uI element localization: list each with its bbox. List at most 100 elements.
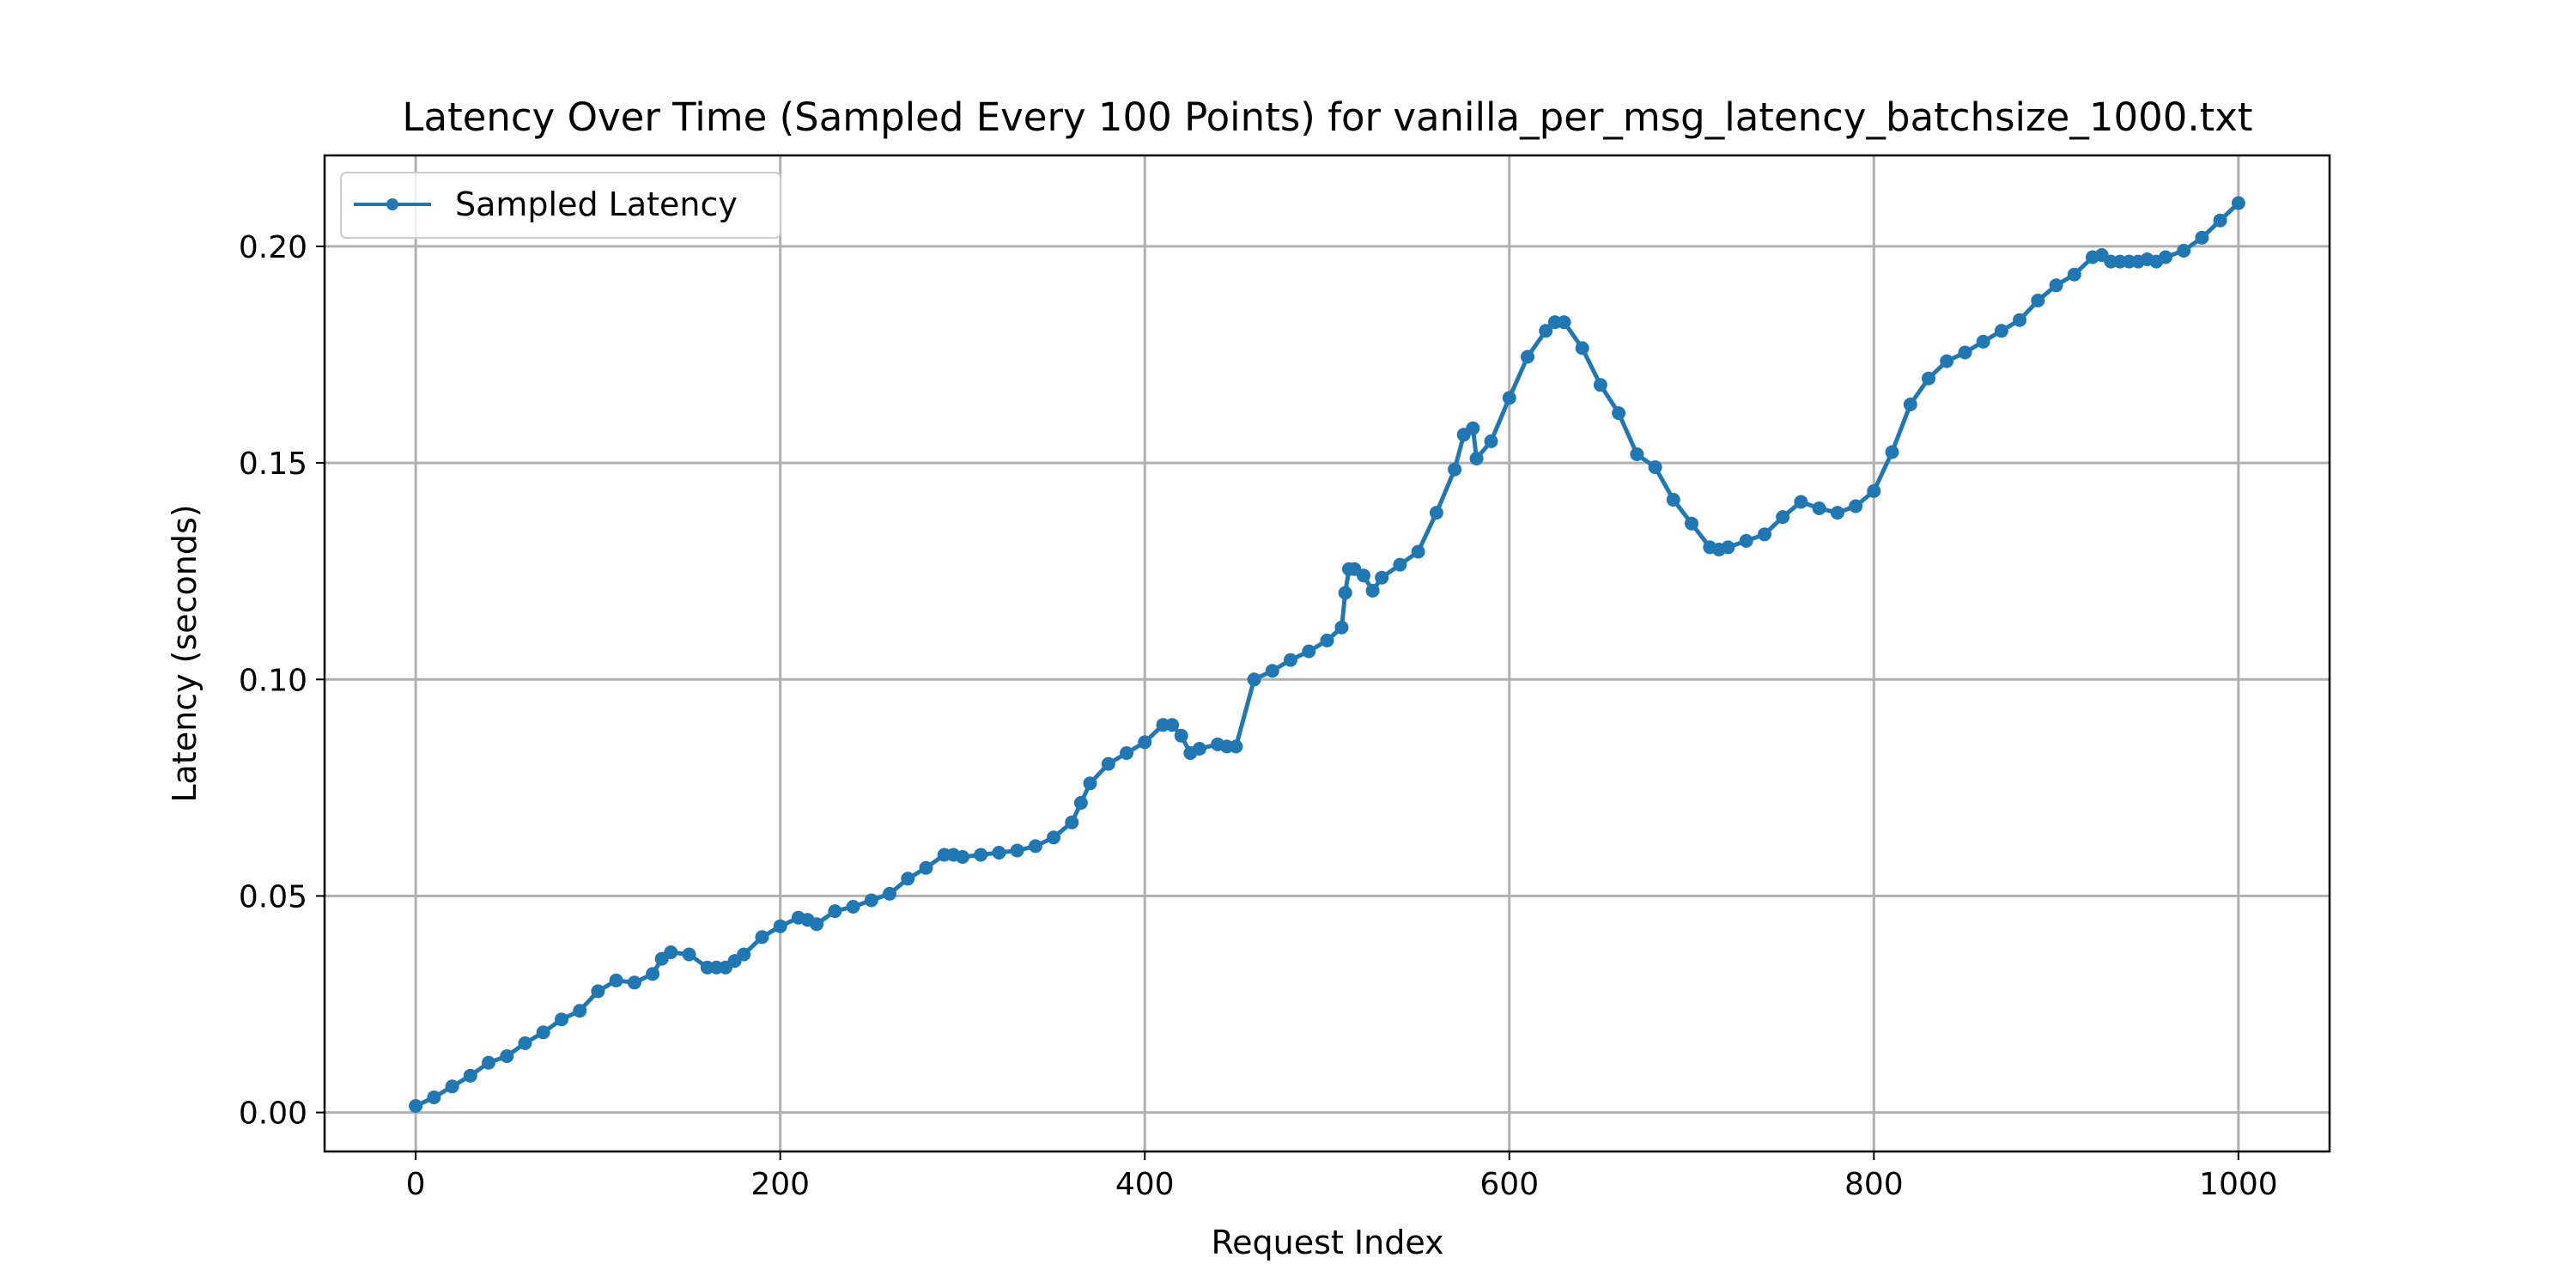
data-point: [682, 947, 696, 962]
data-point: [2159, 250, 2172, 264]
data-point: [1885, 445, 1899, 459]
y-tick-label: 0.10: [239, 663, 307, 698]
data-point: [1375, 570, 1389, 585]
data-point: [1165, 718, 1180, 732]
data-point: [1065, 815, 1079, 829]
data-point: [646, 967, 660, 981]
data-point: [1739, 533, 1753, 548]
data-point: [1393, 557, 1407, 572]
data-point: [1776, 510, 1790, 525]
data-point: [1320, 633, 1334, 647]
data-point: [1867, 483, 1881, 498]
y-tick-label: 0.05: [239, 879, 307, 914]
x-tick-label: 0: [406, 1167, 426, 1202]
data-point: [1174, 728, 1188, 743]
data-point: [1302, 644, 1316, 659]
y-tick-label: 0.15: [239, 447, 307, 482]
legend-box: [340, 172, 781, 239]
data-point: [2031, 294, 2045, 307]
data-point: [1047, 830, 1061, 845]
data-point: [2067, 267, 2081, 282]
x-tick-label: 400: [1115, 1167, 1175, 1202]
data-point: [810, 917, 824, 932]
data-point: [883, 886, 896, 901]
data-point: [1539, 324, 1553, 338]
data-point: [1192, 742, 1206, 756]
data-point: [463, 1068, 477, 1083]
data-point: [427, 1091, 441, 1104]
data-point: [500, 1049, 514, 1063]
chart-title: Latency Over Time (Sampled Every 100 Poi…: [402, 94, 2252, 140]
grid: [325, 155, 2330, 1151]
data-point: [1521, 349, 1534, 364]
data-point: [755, 930, 769, 945]
data-point: [1411, 544, 1425, 559]
data-point: [1593, 378, 1607, 392]
data-point: [1758, 527, 1771, 542]
data-point: [1958, 345, 1972, 360]
data-point: [536, 1025, 550, 1040]
data-point: [518, 1036, 532, 1050]
data-point: [1721, 540, 1735, 555]
x-tick-label: 200: [750, 1167, 810, 1202]
series-line: [413, 201, 2241, 1109]
data-point: [609, 973, 623, 987]
data-point: [2195, 230, 2209, 245]
data-point: [1922, 371, 1935, 386]
data-point: [974, 848, 988, 862]
data-point: [1812, 501, 1826, 515]
data-point: [1247, 672, 1261, 687]
x-tick-label: 800: [1844, 1167, 1904, 1202]
y-tick-label: 0.00: [239, 1097, 307, 1132]
data-point: [992, 846, 1006, 860]
data-point: [846, 900, 860, 914]
data-point: [1138, 735, 1152, 750]
data-point: [1685, 516, 1698, 531]
data-point: [1120, 746, 1133, 760]
data-point: [1794, 495, 1808, 509]
data-point: [1557, 315, 1571, 330]
data-point: [864, 893, 878, 908]
data-point: [2049, 278, 2063, 293]
legend-label: Sampled Latency: [455, 185, 738, 223]
data-point: [1357, 568, 1370, 583]
data-point: [664, 945, 678, 959]
data-point: [1073, 796, 1088, 810]
data-point: [1265, 664, 1279, 678]
data-point: [1648, 460, 1662, 475]
ticks: 0 200 400 600 800 1000 0.00 0.05 0.10 0.15 0.20: [239, 230, 2278, 1202]
data-point: [2213, 213, 2227, 228]
data-point: [445, 1079, 459, 1094]
data-point: [901, 872, 915, 886]
x-tick-label: 600: [1479, 1167, 1539, 1202]
data-point: [1976, 334, 1990, 349]
data-point: [482, 1055, 495, 1070]
data-point: [737, 947, 751, 962]
data-point: [1484, 434, 1498, 448]
y-tick-label: 0.20: [239, 230, 307, 265]
data-point: [2231, 196, 2245, 210]
data-point: [1338, 586, 1352, 600]
data-point: [1448, 462, 1462, 477]
data-point: [1284, 653, 1297, 667]
data-point: [1630, 447, 1644, 461]
data-point: [1010, 843, 1024, 858]
data-point: [2013, 313, 2027, 327]
data-point: [1903, 398, 1917, 411]
data-point: [956, 850, 969, 864]
y-axis-title: Latency (seconds): [166, 504, 204, 802]
data-point: [2177, 244, 2191, 258]
data-point: [1469, 452, 1484, 465]
data-point: [828, 904, 842, 919]
data-point: [573, 1004, 587, 1018]
x-axis-title: Request Index: [1211, 1224, 1443, 1261]
data-point: [919, 860, 933, 875]
legend-marker-sample: [386, 198, 398, 210]
data-point: [409, 1099, 423, 1113]
data-point: [1101, 756, 1115, 771]
data-point: [1612, 406, 1626, 421]
data-point: [1994, 324, 2008, 338]
data-point: [1849, 499, 1863, 513]
data-point: [1334, 620, 1349, 635]
